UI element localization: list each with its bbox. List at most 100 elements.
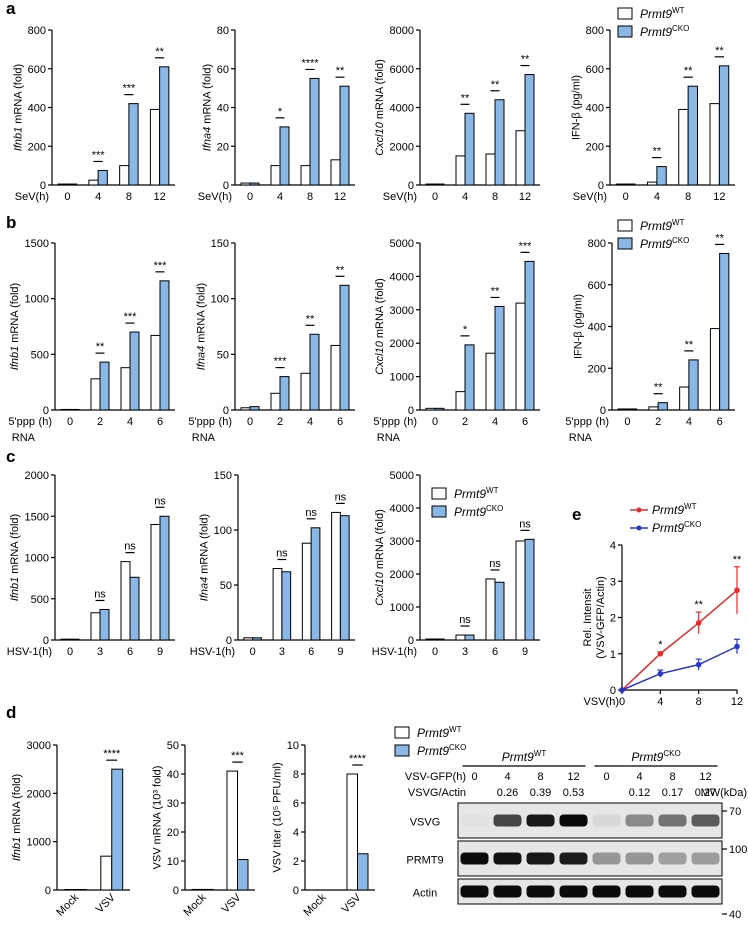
bar <box>455 155 466 186</box>
y-tick-label: 400 <box>586 103 604 115</box>
bar <box>679 386 690 411</box>
y-axis-label: Ifnb1 mRNA (fold) <box>9 283 21 370</box>
x-axis-unit: (h) <box>404 416 417 428</box>
legend-swatch <box>617 25 633 38</box>
x-tick-label: 0 <box>247 191 253 203</box>
y-tick-label: 600 <box>588 280 606 292</box>
legend-sup: CKO <box>486 504 503 513</box>
bar <box>300 165 311 186</box>
blot-band <box>526 885 555 898</box>
bar <box>494 305 505 411</box>
bar <box>434 638 445 641</box>
y-tick-label: 0 <box>173 885 179 897</box>
significance-label: ** <box>715 232 724 244</box>
bar <box>252 637 262 641</box>
blot-time: 8 <box>669 771 675 783</box>
x-tick-label: 4 <box>654 191 660 203</box>
x-tick-label: VSV <box>220 891 245 916</box>
x-tick-label: 0 <box>432 646 438 658</box>
blot-ratio: 0.27 <box>695 787 716 799</box>
bar <box>249 406 260 411</box>
significance-label: ** <box>336 65 345 77</box>
blot-time: 12 <box>567 771 579 783</box>
legend-sup: CKO <box>449 743 466 752</box>
x-tick-label: 6 <box>717 416 723 428</box>
y-tick-label: 2000 <box>27 788 51 800</box>
x-axis-label: RNA <box>569 432 593 444</box>
y-label-gene: Ifnb1 <box>9 346 21 370</box>
blot-band <box>493 885 522 898</box>
x-axis-label: SeV(h) <box>15 191 49 203</box>
y-tick-label: 200 <box>586 141 604 153</box>
bar <box>678 108 689 186</box>
blot-band <box>658 852 687 865</box>
y-tick-label: 3000 <box>390 305 414 317</box>
y-tick-label: 800 <box>28 25 46 37</box>
x-axis-label: SeV(h) <box>573 191 607 203</box>
blot-group-label: Prmt9WT <box>502 749 547 764</box>
y-axis-label: IFN-β (pg/ml) <box>570 75 582 140</box>
y-label-text: mRNA (fold) <box>195 283 207 343</box>
blot-band <box>625 852 654 865</box>
legend-gene: Prmt9 <box>640 7 672 21</box>
bar <box>455 391 466 411</box>
y-tick-label: 3000 <box>27 740 51 752</box>
bar <box>357 853 369 891</box>
y-tick-label: 5000 <box>390 470 414 482</box>
bar <box>310 527 321 641</box>
bar <box>524 260 535 411</box>
x-axis-label: RNA <box>12 432 36 444</box>
point <box>695 661 702 668</box>
bar <box>120 367 131 411</box>
y-axis-label: VSV titer (10⁵ PFU/ml) <box>272 762 284 872</box>
y-axis-label: Cxcl10 mRNA (fold) <box>374 509 386 606</box>
significance-label: ns <box>276 548 288 560</box>
bar <box>159 66 170 186</box>
legend-gene: Prmt9 <box>417 744 449 758</box>
bar <box>485 578 496 641</box>
blot-ratio: 0.12 <box>629 787 650 799</box>
bar <box>494 99 505 186</box>
significance-label: ns <box>154 495 166 507</box>
bar <box>709 103 720 186</box>
legend-sup: CKO <box>672 24 689 33</box>
y-tick-label: 150 <box>214 470 232 482</box>
bar <box>237 859 249 891</box>
y-tick-label: 0 <box>226 635 232 647</box>
y-axis-label: Ifnb1 mRNA (fold) <box>11 774 23 861</box>
x-tick-label: 4 <box>277 191 283 203</box>
bar <box>515 130 526 186</box>
bar <box>339 515 350 641</box>
blot-group-label: Prmt9CKO <box>631 749 680 764</box>
x-tick-label: 0 <box>623 191 629 203</box>
legend-label: Prmt9WT <box>454 486 499 501</box>
panel-label: e <box>572 505 581 524</box>
legend-swatch <box>394 744 410 757</box>
significance-label: * <box>463 324 468 336</box>
x-tick-label: 12 <box>519 191 531 203</box>
x-tick-label: 8 <box>307 191 313 203</box>
bar <box>647 181 658 186</box>
significance-label: ** <box>653 146 662 158</box>
y-tick-label: 800 <box>586 25 604 37</box>
significance-label: *** <box>92 149 106 161</box>
y-tick-label: 3 <box>610 576 616 588</box>
bar <box>626 408 638 411</box>
legend-marker <box>636 525 642 531</box>
bar <box>309 77 320 186</box>
bar <box>226 770 238 891</box>
y-tick-label: 0 <box>43 635 49 647</box>
blot-band <box>592 852 621 865</box>
bar <box>656 166 667 186</box>
y-tick-label: 60 <box>217 64 229 76</box>
significance-label: ** <box>715 45 724 57</box>
y-tick-label: 0 <box>43 405 49 417</box>
y-label-text: mRNA (fold) <box>374 509 386 569</box>
x-tick-label: 2 <box>462 416 468 428</box>
bar <box>57 183 68 186</box>
y-label-text: VSV mRNA (10³ fold) <box>152 766 164 870</box>
bar <box>272 568 283 641</box>
significance-label: ** <box>306 313 315 325</box>
y-tick-label: 50 <box>167 740 179 752</box>
y-tick-label: 1000 <box>27 837 51 849</box>
